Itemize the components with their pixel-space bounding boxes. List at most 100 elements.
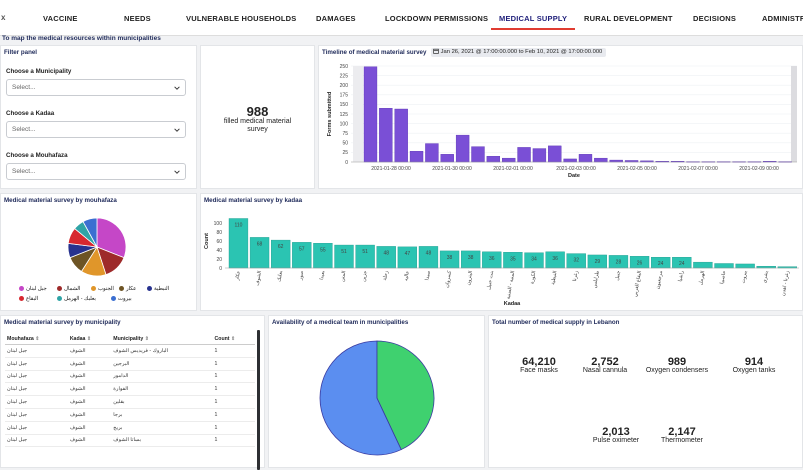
- column-header-kadaa[interactable]: Kadaa ⇕: [67, 334, 112, 345]
- cell-municipality: برجا: [111, 408, 213, 422]
- legend-item[interactable]: النبطية: [147, 286, 169, 292]
- table-row[interactable]: جبل لبنان الشوف الباروك - فريديس الشوف 1: [5, 344, 255, 358]
- tab-decisions[interactable]: DECISIONS: [693, 14, 737, 23]
- x-tick-label: الكورة: [529, 270, 537, 284]
- x-tick-label: بعلبك: [276, 270, 284, 282]
- nav-edge-glyph: x: [1, 13, 6, 22]
- chevron-down-icon: [174, 86, 180, 90]
- table-row[interactable]: جبل لبنان الشوف بساتا الشوف 1: [5, 434, 255, 448]
- stat-value: 2,752: [591, 356, 619, 368]
- y-axis-title: Forms submitted: [327, 92, 333, 137]
- availability-panel: Availability of a medical team in munici…: [268, 315, 485, 468]
- x-tick-label: 2021-02-09 00:00: [739, 166, 779, 172]
- data-label: 47: [405, 251, 411, 257]
- stat-label: Oxygen condensers: [645, 367, 709, 374]
- column-header-count[interactable]: Count ⇕: [212, 334, 255, 345]
- timeline-bar: [363, 66, 378, 163]
- kadaa-select-value: Select...: [12, 126, 36, 133]
- cell-municipality: البرجين: [111, 357, 213, 371]
- stat-value: 64,210: [522, 356, 556, 368]
- data-label: 38: [447, 255, 453, 261]
- cell-count: 1: [212, 434, 255, 448]
- y-tick-label: 60: [216, 239, 222, 245]
- x-tick-label: 2021-02-07 00:00: [678, 166, 718, 172]
- x-tick-label: طرابلس: [592, 270, 601, 288]
- legend-item[interactable]: الجنوب: [91, 286, 114, 292]
- kadaa-select[interactable]: Select...: [6, 121, 186, 138]
- y-tick-label: 40: [216, 248, 222, 254]
- data-label: 32: [573, 258, 579, 264]
- timeline-range-shade-left: [353, 66, 363, 162]
- tab-lockdown-permissions[interactable]: LOCKDOWN PERMISSIONS: [385, 14, 489, 23]
- municipality-select[interactable]: Select...: [6, 79, 186, 96]
- kadaa-bar: [735, 263, 755, 269]
- sort-icon: ⇕: [230, 336, 236, 342]
- table-row[interactable]: جبل لبنان الشوف بريح 1: [5, 421, 255, 435]
- municipality-table-title: Medical material survey by municipality: [4, 319, 121, 326]
- table-row[interactable]: جبل لبنان الشوف بقلين 1: [5, 395, 255, 409]
- table-row[interactable]: جبل لبنان الشوف الدامور 1: [5, 370, 255, 384]
- tab-administration[interactable]: ADMINISTR: [762, 14, 803, 23]
- page-subtitle: To map the medical resources within muni…: [2, 35, 161, 42]
- stat-oxygen-condensers: 989 Oxygen condensers: [637, 356, 717, 374]
- stat-label: Oxygen tanks: [732, 367, 776, 374]
- mouhafaza-select-value: Select...: [12, 168, 36, 175]
- tab-needs[interactable]: NEEDS: [124, 14, 151, 23]
- legend-swatch: [57, 286, 62, 291]
- legend-label: بعلبك - الهرمل: [64, 296, 96, 302]
- data-label: 38: [468, 255, 474, 261]
- y-tick-label: 225: [340, 73, 349, 79]
- legend-item[interactable]: جبل لبنان: [19, 286, 47, 292]
- x-axis-title: Kadaa: [504, 301, 521, 307]
- x-tick-label: 2021-02-01 00:00: [493, 166, 533, 172]
- mouhafaza-label: Choose a Mouhafaza: [6, 152, 68, 159]
- legend-item[interactable]: بعلبك - الهرمل: [57, 296, 96, 302]
- timeline-bar: [548, 145, 562, 163]
- y-tick-label: 200: [340, 83, 349, 89]
- table-row[interactable]: جبل لبنان الشوف برجا 1: [5, 408, 255, 422]
- x-tick-label: 2021-02-03 00:00: [556, 166, 596, 172]
- kadaa-bar: [714, 263, 734, 269]
- kadaa-bar-chart: 0 20 40 60 80 100 110 عكار 68 الشوف 62 بعلبك 57 صور 55…: [204, 218, 799, 307]
- timeline-bar: [394, 108, 408, 163]
- legend-item[interactable]: البقاع: [19, 296, 38, 302]
- filter-panel: Filter panel Choose a Municipality Selec…: [0, 45, 197, 189]
- date-range-picker[interactable]: Jan 26, 2021 @ 17:00:00.000 to Feb 10, 2…: [431, 48, 607, 57]
- cell-count: 1: [212, 395, 255, 409]
- mouhafaza-pie-panel: Medical material survey by mouhafaza جبل…: [0, 193, 197, 311]
- supply-title: Total number of medical supply in Lebano…: [492, 319, 620, 326]
- x-tick-label: المتن: [340, 270, 348, 282]
- tab-rural-development[interactable]: RURAL DEVELOPMENT: [584, 14, 673, 23]
- stat-oxygen-tanks: 914 Oxygen tanks: [721, 356, 787, 374]
- cell-municipality: الدامور: [111, 370, 213, 384]
- legend-item[interactable]: الشمال: [57, 286, 80, 292]
- legend-item[interactable]: عكار: [119, 286, 136, 292]
- y-tick-label: 175: [340, 93, 349, 99]
- table-header-row: Mouhafaza ⇕ Kadaa ⇕ Municipality ⇕ Count…: [5, 334, 255, 345]
- tab-medical-supply[interactable]: MEDICAL SUPPLY: [490, 0, 576, 36]
- tab-vaccine[interactable]: VACCINE: [43, 14, 78, 23]
- column-header-municipality[interactable]: Municipality ⇕: [111, 334, 213, 345]
- pie-slice: [82, 217, 98, 248]
- cell-municipality: الباروك - فريديس الشوف: [111, 344, 213, 358]
- cell-mouhafaza: جبل لبنان: [5, 408, 68, 422]
- data-label: 26: [637, 260, 643, 266]
- legend-label: بيروت: [118, 296, 132, 302]
- column-header-mouhafaza[interactable]: Mouhafaza ⇕: [5, 334, 68, 345]
- tab-damages[interactable]: DAMAGES: [316, 14, 356, 23]
- tab-vulnerable-households[interactable]: VULNERABLE HOUSEHOLDS: [186, 14, 297, 23]
- y-tick-label: 250: [340, 64, 349, 70]
- kadaa-label: Choose a Kadaa: [6, 110, 55, 117]
- kpi-caption-line1: filled medical material: [223, 118, 292, 125]
- date-range-text: Jan 26, 2021 @ 17:00:00.000 to Feb 10, 2…: [440, 49, 603, 55]
- mouhafaza-select[interactable]: Select...: [6, 163, 186, 180]
- table-row[interactable]: جبل لبنان الشوف البرجين 1: [5, 357, 255, 371]
- legend-item[interactable]: بيروت: [111, 296, 132, 302]
- y-tick-label: 20: [216, 257, 222, 263]
- cell-kadaa: الشوف: [67, 395, 112, 409]
- legend-swatch: [19, 286, 24, 291]
- table-row[interactable]: جبل لبنان الشوف الفوارة 1: [5, 382, 255, 397]
- cell-kadaa: الشوف: [67, 434, 112, 448]
- table-scrollbar[interactable]: [257, 330, 260, 470]
- data-label: 57: [299, 246, 305, 252]
